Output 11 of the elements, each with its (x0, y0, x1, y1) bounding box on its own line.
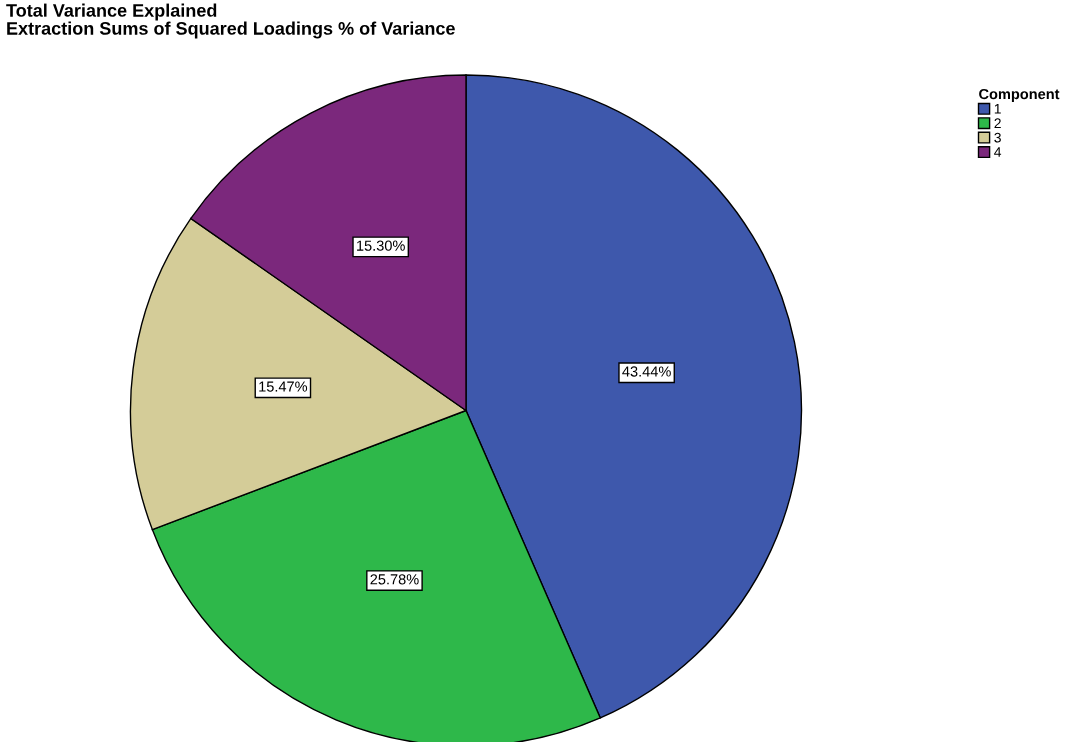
chart-title: Total Variance Explained (6, 3, 217, 21)
legend-label: 3 (994, 132, 1001, 143)
data-label: 25.78% (370, 574, 419, 585)
legend-label: 4 (994, 147, 1002, 157)
data-label: 15.47% (259, 381, 308, 392)
legend-label: 1 (994, 104, 1001, 114)
data-label: 15.30% (357, 240, 405, 251)
legend-label: 2 (994, 118, 1001, 129)
legend-title: Component (979, 88, 1060, 103)
data-label: 43.44% (622, 366, 671, 377)
chart-subtitle: Extraction Sums of Squared Loadings % of Variance (7, 21, 455, 39)
